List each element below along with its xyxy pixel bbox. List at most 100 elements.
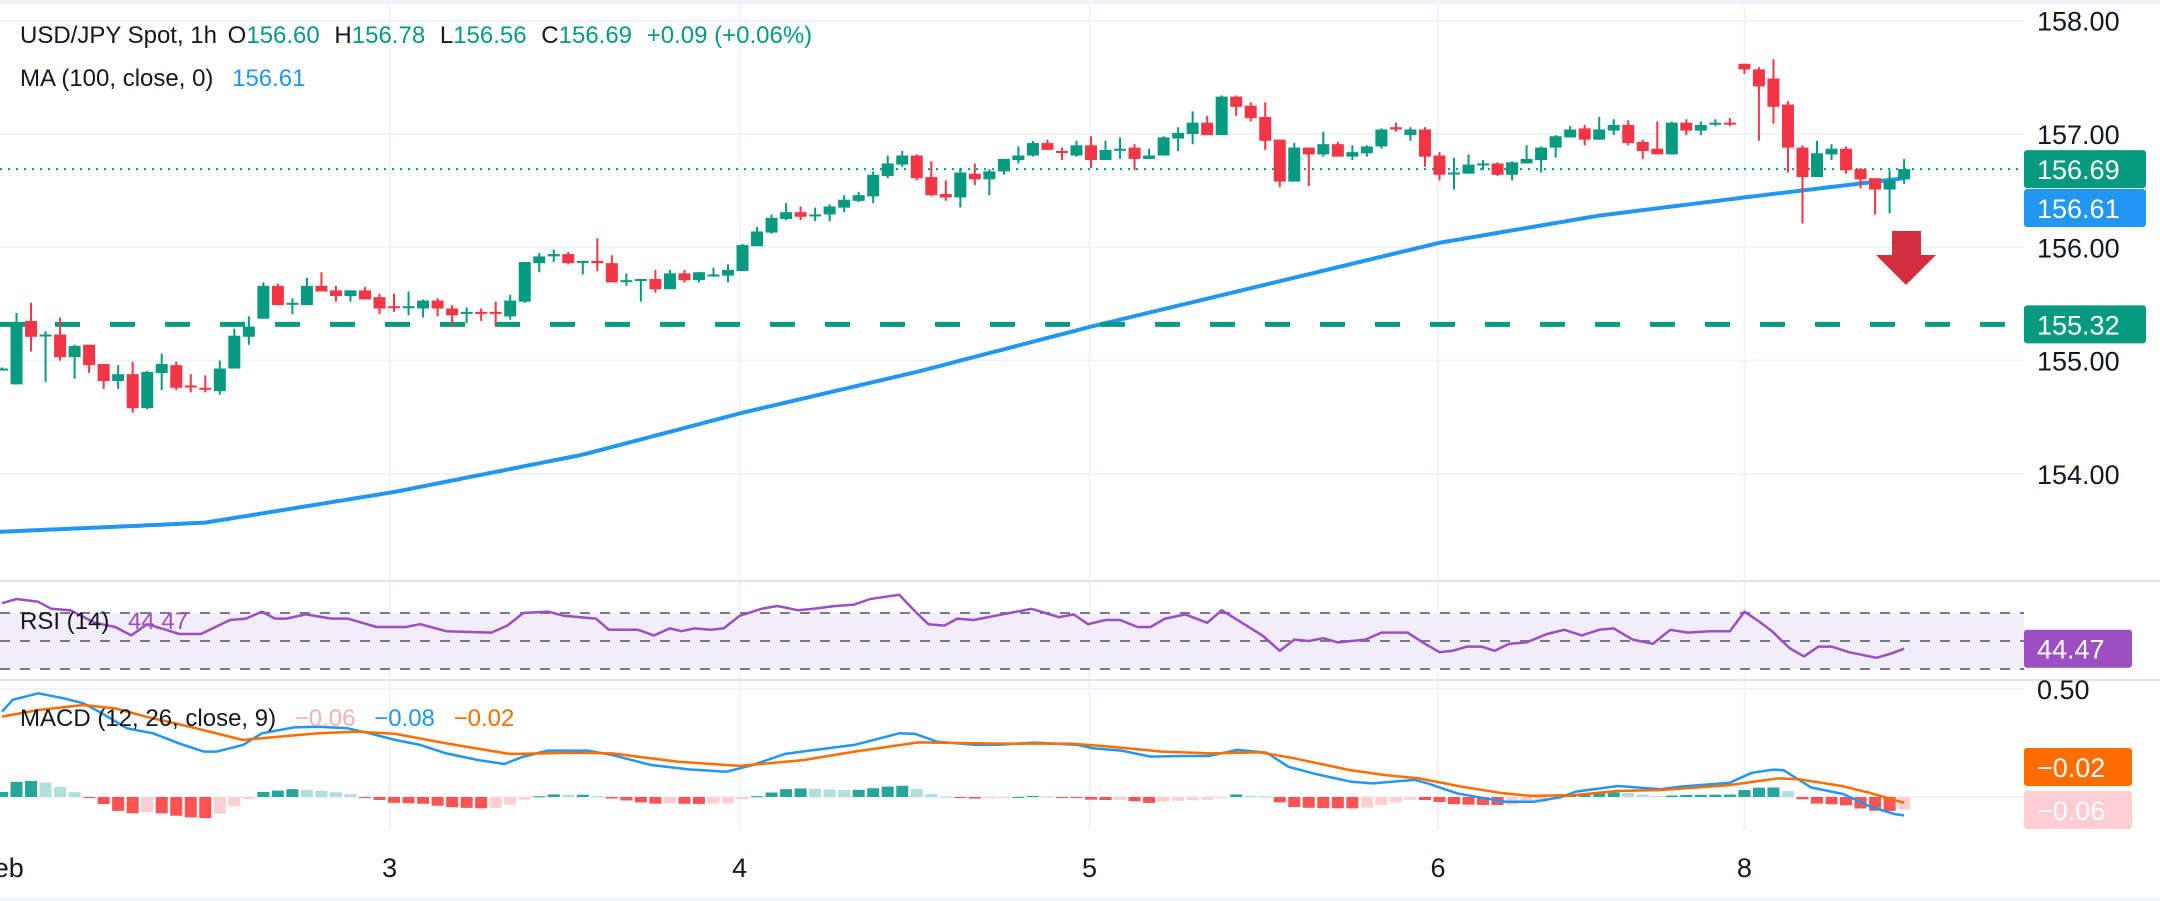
price-tick-label: 155.00 xyxy=(2037,347,2120,377)
macd-histogram-bar xyxy=(1840,797,1853,806)
candle-body xyxy=(504,300,517,317)
candle xyxy=(910,154,923,181)
macd-histogram-bar xyxy=(794,788,807,797)
macd-histogram-bar xyxy=(329,792,342,797)
macd-histogram-bar xyxy=(1433,797,1446,802)
candle xyxy=(1549,135,1562,158)
macd-histogram-bar xyxy=(402,797,415,804)
candle xyxy=(1825,144,1838,161)
candle xyxy=(1607,119,1620,136)
candle-body xyxy=(1230,96,1243,107)
candle xyxy=(809,207,822,222)
candle xyxy=(1389,122,1402,132)
candle-body xyxy=(707,274,720,277)
candle xyxy=(1564,126,1577,138)
time-axis[interactable]: Feb 3 4 5 6 8 xyxy=(0,853,1752,883)
candle-body xyxy=(1331,144,1344,157)
candle-body xyxy=(1157,137,1170,156)
ma-legend[interactable]: MA (100, close, 0) 156.61 xyxy=(20,65,310,93)
macd-histogram-bar xyxy=(126,797,139,814)
macd-histogram-bar xyxy=(1143,797,1156,803)
macd-tick-label: 0.50 xyxy=(2037,675,2090,705)
candle-body xyxy=(838,199,851,208)
macd-histogram-bar xyxy=(1259,796,1272,798)
macd-histogram-bar xyxy=(1448,797,1460,805)
candle xyxy=(1331,141,1344,157)
macd-histogram-bar xyxy=(1317,797,1330,809)
candle-body xyxy=(1709,122,1722,125)
macd-histogram-bar xyxy=(1331,797,1344,809)
candle xyxy=(1288,143,1301,182)
candle-body xyxy=(649,279,662,290)
candle xyxy=(1070,140,1083,157)
macd-histogram-bar xyxy=(25,780,38,797)
candle xyxy=(1085,136,1097,168)
candle xyxy=(1636,139,1649,159)
macd-histogram-bar xyxy=(1201,797,1214,800)
macd-histogram-bar xyxy=(983,797,996,799)
macd-histogram-bar xyxy=(271,790,284,797)
candle-body xyxy=(1520,158,1533,164)
price-tick-label: 154.00 xyxy=(2037,460,2120,490)
macd-histogram-bar xyxy=(475,797,488,809)
candle-body xyxy=(736,245,749,272)
candle-body xyxy=(1099,149,1112,161)
candle-body xyxy=(257,285,270,319)
candle-body xyxy=(547,254,560,257)
time-tick-label: 6 xyxy=(1431,853,1446,883)
candle xyxy=(271,283,284,306)
rsi-legend[interactable]: RSI (14) 44.47 xyxy=(20,608,192,636)
macd-histogram-bar xyxy=(1636,794,1649,797)
candle xyxy=(1026,140,1039,157)
price-tick-label: 158.00 xyxy=(2037,7,2120,37)
change-value: +0.09 (+0.06%) xyxy=(646,22,813,49)
macd-histogram-bar xyxy=(155,797,168,814)
candle xyxy=(533,252,546,273)
rsi-value: 44.47 xyxy=(128,608,189,635)
macd-histogram-bar xyxy=(257,791,270,797)
candle-body xyxy=(1012,155,1025,161)
candle xyxy=(286,298,299,315)
macd-histogram-bar xyxy=(1026,796,1039,798)
macd-line xyxy=(1,692,1905,817)
candle-body xyxy=(1491,163,1504,175)
candle xyxy=(1404,127,1417,141)
macd-histogram-bar xyxy=(1244,795,1257,797)
candle xyxy=(939,180,952,201)
macd-legend[interactable]: MACD (12, 26, close, 9) −0.06 −0.08 −0.0… xyxy=(20,705,518,733)
candle xyxy=(1346,145,1359,161)
macd-histogram-bar xyxy=(809,788,822,797)
candle-body xyxy=(1607,124,1620,131)
macd-histogram-bar xyxy=(141,797,154,813)
macd-histogram-bar xyxy=(1694,794,1707,797)
macd-histogram-bar xyxy=(1462,797,1475,805)
candle-body xyxy=(0,368,8,371)
macd-histogram-bar xyxy=(1186,797,1199,801)
candle xyxy=(0,367,8,371)
macd-histogram-bar xyxy=(722,797,734,804)
rsi-line xyxy=(1,593,1905,660)
price-axis[interactable]: 158.00 157.00 156.00 155.00 154.00 0.50 xyxy=(2037,7,2120,705)
candles xyxy=(0,59,1911,413)
candle-body xyxy=(765,217,778,233)
candle-body xyxy=(968,173,981,180)
candle-body xyxy=(112,374,125,381)
macd-histogram-bar xyxy=(1157,797,1170,802)
macd-histogram-bar xyxy=(867,788,880,797)
candle xyxy=(562,251,575,265)
price-tick-label: 156.00 xyxy=(2037,233,2120,263)
macd-histogram-bar xyxy=(968,797,981,799)
candle xyxy=(1781,101,1794,173)
candle-body xyxy=(881,163,894,176)
candle-body xyxy=(1244,105,1257,119)
macd-histogram-bar xyxy=(1607,792,1620,797)
candle-body xyxy=(1622,124,1635,144)
candle-body xyxy=(1085,145,1097,161)
candle-body xyxy=(1869,178,1882,190)
low-label: L xyxy=(439,22,454,49)
macd-histogram-bar xyxy=(170,797,183,816)
candle-body xyxy=(1781,104,1794,148)
macd-histogram-bar xyxy=(838,789,851,797)
candle-body xyxy=(1026,143,1039,156)
